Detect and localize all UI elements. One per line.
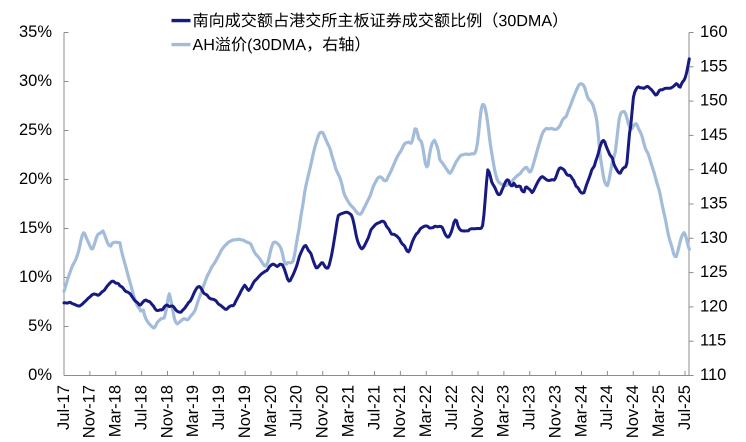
- svg-text:Nov-22: Nov-22: [469, 385, 487, 438]
- svg-text:Nov-18: Nov-18: [158, 385, 176, 438]
- svg-text:Jul-21: Jul-21: [365, 385, 383, 430]
- svg-text:Jul-25: Jul-25: [676, 385, 694, 430]
- svg-text:Jul-18: Jul-18: [132, 385, 150, 430]
- svg-text:Mar-21: Mar-21: [339, 385, 357, 437]
- svg-text:Jul-17: Jul-17: [55, 385, 73, 430]
- svg-text:115: 115: [700, 332, 726, 350]
- svg-text:Nov-17: Nov-17: [81, 385, 99, 438]
- svg-text:10%: 10%: [19, 268, 52, 286]
- svg-text:125: 125: [700, 263, 728, 281]
- svg-text:Jul-19: Jul-19: [210, 385, 228, 430]
- svg-text:Nov-24: Nov-24: [624, 385, 642, 438]
- svg-text:Mar-23: Mar-23: [495, 385, 513, 437]
- svg-text:5%: 5%: [28, 317, 52, 335]
- svg-text:110: 110: [700, 366, 726, 384]
- svg-text:120: 120: [700, 297, 728, 315]
- svg-text:Mar-25: Mar-25: [650, 385, 668, 437]
- svg-text:Mar-22: Mar-22: [417, 385, 435, 437]
- svg-text:Nov-19: Nov-19: [236, 385, 254, 438]
- svg-text:25%: 25%: [19, 121, 52, 139]
- svg-text:Mar-20: Mar-20: [262, 385, 280, 437]
- svg-text:Mar-19: Mar-19: [184, 385, 202, 437]
- svg-text:Mar-18: Mar-18: [107, 385, 125, 437]
- svg-text:Jul-20: Jul-20: [288, 385, 306, 430]
- svg-text:Mar-24: Mar-24: [572, 385, 590, 437]
- svg-text:Nov-23: Nov-23: [546, 385, 564, 438]
- svg-text:Nov-20: Nov-20: [314, 385, 332, 438]
- svg-text:Jul-22: Jul-22: [443, 385, 461, 430]
- svg-text:20%: 20%: [19, 170, 52, 188]
- svg-text:130: 130: [700, 229, 728, 247]
- svg-text:145: 145: [700, 126, 728, 144]
- svg-text:Jul-23: Jul-23: [521, 385, 539, 430]
- svg-text:155: 155: [700, 57, 728, 75]
- svg-text:135: 135: [700, 195, 728, 213]
- svg-text:Jul-24: Jul-24: [598, 385, 616, 430]
- svg-text:15%: 15%: [19, 219, 52, 237]
- svg-text:150: 150: [700, 92, 728, 110]
- svg-text:Nov-21: Nov-21: [391, 385, 409, 438]
- svg-text:140: 140: [700, 160, 728, 178]
- svg-text:160: 160: [700, 23, 728, 41]
- svg-text:35%: 35%: [19, 23, 52, 41]
- svg-text:0%: 0%: [28, 366, 52, 384]
- svg-text:30%: 30%: [19, 72, 52, 90]
